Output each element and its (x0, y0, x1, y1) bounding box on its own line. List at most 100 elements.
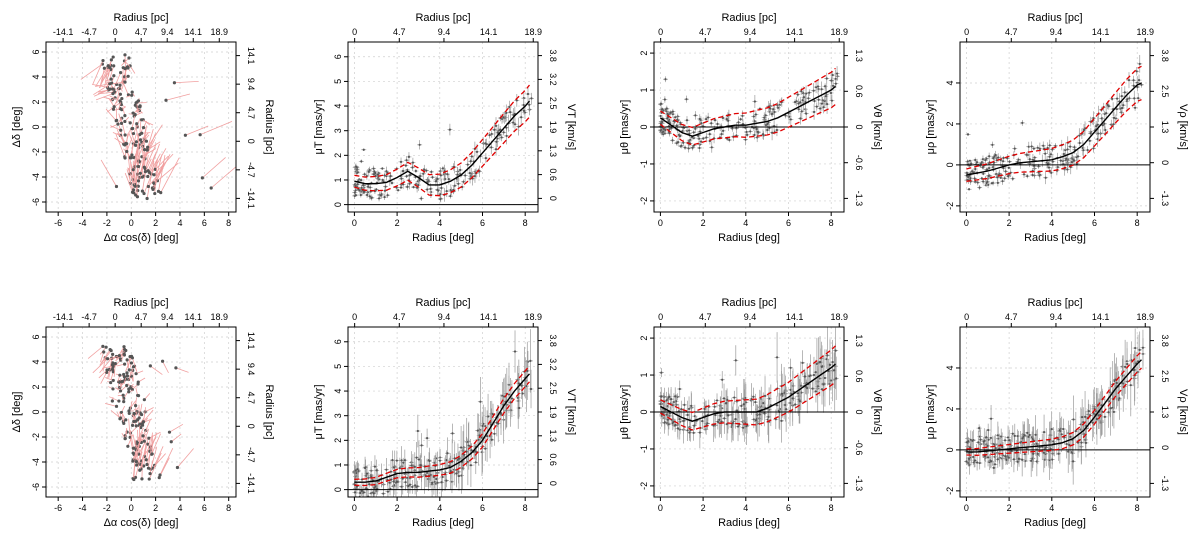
data-point (812, 110, 816, 114)
data-point (740, 404, 743, 407)
data-point (1073, 146, 1076, 149)
x-tick-label: 8 (226, 503, 231, 513)
y-tick-label: 4 (31, 74, 41, 79)
top-tick-label: -14.1 (53, 312, 74, 322)
star-point (122, 352, 126, 356)
data-point (528, 103, 531, 106)
x-tick-label: -6 (54, 218, 62, 228)
star-point (123, 133, 127, 137)
proper-motion-arrow (127, 356, 131, 368)
star-point (122, 347, 127, 351)
x-tick-label: 4 (177, 218, 182, 228)
data-point (1031, 173, 1034, 177)
data-point (392, 480, 395, 483)
top-tick-label: 14.1 (184, 312, 202, 322)
data-point (360, 160, 363, 163)
data-point (499, 128, 502, 131)
data-point (991, 143, 994, 146)
top-tick-label: 9.4 (438, 27, 451, 37)
proper-motion-arrow (145, 419, 151, 431)
data-point (834, 349, 837, 352)
proper-motion-arrow (99, 357, 112, 373)
star-point (138, 468, 142, 472)
data-point (404, 481, 407, 484)
star-point (126, 66, 130, 70)
star-point (102, 66, 106, 70)
proper-motion-arrow (162, 361, 169, 374)
data-point (710, 122, 713, 125)
data-point (417, 183, 420, 187)
data-point (1066, 148, 1069, 151)
data-point (529, 359, 532, 363)
data-point (436, 177, 439, 180)
y-tick-label: 0 (31, 409, 41, 414)
panel-B2: 0 2 4 6 8 0 1 2 3 4 5 6 0 4.7 9.4 14.1 18.9 0 0.6 1.3 1.9 2.5… (313, 297, 577, 529)
star-point (129, 374, 133, 378)
top-axis-title: Radius [pc] (113, 12, 168, 24)
star-point (140, 175, 144, 179)
y-tick-label: -6 (31, 198, 41, 206)
star-point (141, 434, 145, 438)
proper-motion-arrow (124, 172, 133, 193)
data-point (678, 134, 682, 138)
data-point (493, 432, 496, 435)
data-point (447, 178, 450, 181)
top-tick-label: 14.1 (786, 27, 804, 37)
data-point (678, 387, 681, 391)
data-point (528, 108, 531, 111)
confidence-band-lower (354, 381, 530, 487)
data-point (1100, 117, 1103, 120)
data-point (441, 167, 445, 170)
star-point (131, 111, 135, 115)
data-point (434, 180, 438, 183)
data-point (982, 180, 985, 183)
y-axis-title: μT [mas/yr] (313, 384, 325, 439)
star-point (109, 77, 113, 81)
star-point (159, 191, 163, 195)
proper-motion-arrow (131, 357, 138, 373)
y-axis-title: μT [mas/yr] (313, 99, 325, 154)
proper-motion-arrow (147, 141, 161, 151)
top-tick-label: 18.9 (211, 312, 229, 322)
right-tick-label: -14.1 (246, 473, 256, 494)
proper-motion-arrow (92, 358, 108, 374)
star-point (117, 354, 122, 358)
data-point (484, 156, 487, 160)
top-axis-title: Radius [pc] (721, 12, 776, 24)
star-point (127, 409, 131, 413)
data-point (728, 138, 731, 142)
right-tick-label: -1.3 (1160, 191, 1170, 207)
right-tick-label: 9.4 (246, 78, 256, 91)
y-tick-label: 0 (639, 409, 649, 414)
data-point (466, 163, 469, 166)
data-point (825, 103, 829, 106)
y-tick-label: 1 (333, 177, 343, 182)
right-tick-label: 3.2 (548, 73, 558, 86)
star-point (130, 90, 134, 94)
data-point (1101, 124, 1104, 127)
top-tick-label: 14.1 (480, 312, 498, 322)
data-point (1112, 410, 1116, 414)
proper-motion-arrow (147, 153, 156, 171)
data-point (1115, 107, 1118, 111)
right-tick-label: 1.3 (548, 430, 558, 443)
data-point (409, 173, 412, 177)
data-point (763, 116, 766, 119)
data-point (659, 102, 663, 105)
data-point (1083, 127, 1087, 130)
data-point (1111, 97, 1114, 100)
proper-motion-arrow (128, 132, 134, 145)
data-point (996, 434, 999, 437)
data-point (725, 118, 728, 121)
star-point (138, 138, 143, 142)
data-point (830, 99, 834, 102)
data-point (679, 121, 682, 124)
y-tick-label: 6 (31, 49, 41, 54)
data-point (359, 178, 363, 182)
data-point (1044, 152, 1047, 155)
top-tick-label: 4.7 (699, 27, 712, 37)
data-point (523, 111, 527, 114)
data-point (701, 419, 704, 423)
data-point (467, 444, 470, 447)
data-point (1123, 91, 1126, 94)
